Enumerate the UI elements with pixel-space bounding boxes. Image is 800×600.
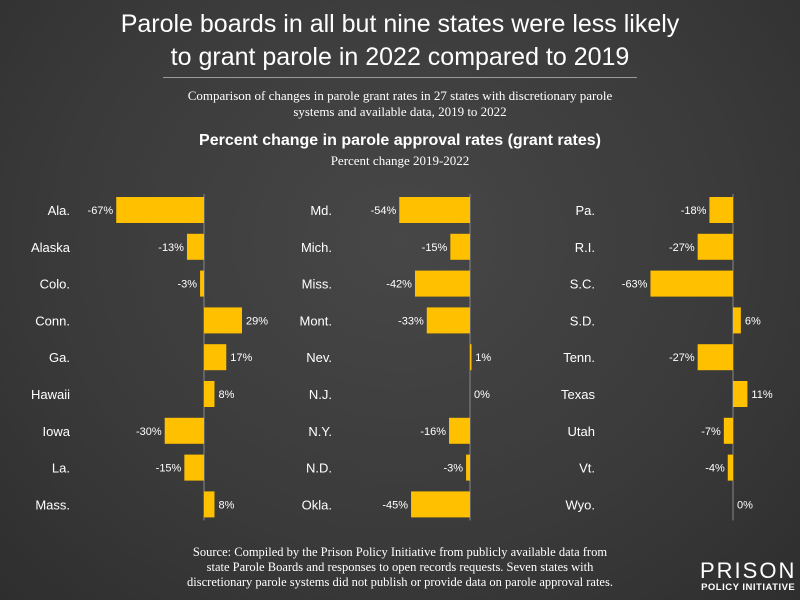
logo-line-2: POLICY INITIATIVE <box>701 582 796 593</box>
data-label: 29% <box>246 315 268 327</box>
category-label: N.Y. <box>308 424 332 439</box>
title-divider <box>163 77 637 78</box>
data-label: -7% <box>701 426 721 438</box>
bar <box>733 307 741 334</box>
data-label: -33% <box>398 315 424 327</box>
category-label: Nev. <box>306 350 332 365</box>
bar <box>186 233 204 260</box>
bar <box>733 381 748 407</box>
bar <box>204 307 242 334</box>
category-label: N.D. <box>306 461 332 476</box>
data-label: -13% <box>158 242 184 254</box>
category-label: Ala. <box>48 203 70 218</box>
data-label: -63% <box>622 279 648 291</box>
data-label: -30% <box>136 426 162 438</box>
bar <box>466 454 470 481</box>
bar <box>449 417 470 444</box>
bar <box>450 233 470 260</box>
category-label: Okla. <box>302 497 332 512</box>
bar <box>184 454 204 481</box>
category-label: Tenn. <box>563 350 595 365</box>
category-label: Mont. <box>299 313 332 328</box>
data-label: -15% <box>422 242 448 254</box>
data-label: 1% <box>475 352 491 364</box>
data-label: -45% <box>382 499 408 511</box>
category-label: Mass. <box>35 497 70 512</box>
subtitle-line-1: Comparison of changes in parole grant ra… <box>187 88 613 103</box>
data-label: -3% <box>178 279 198 291</box>
data-label: 0% <box>474 389 490 401</box>
bar <box>650 270 733 297</box>
data-label: 8% <box>218 499 234 511</box>
bar <box>116 197 204 223</box>
title-line-1: Parole boards in all but nine states wer… <box>120 10 680 38</box>
source-line-3: discretionary parole systems did not pub… <box>187 575 613 589</box>
data-label: 11% <box>751 389 772 401</box>
category-label: Conn. <box>35 313 70 328</box>
data-label: -15% <box>156 463 182 475</box>
data-label: -67% <box>88 205 114 217</box>
category-label: Colo. <box>40 277 70 292</box>
data-label: 8% <box>218 389 234 401</box>
bar <box>204 381 215 407</box>
category-label: Mich. <box>301 240 332 255</box>
data-label: -27% <box>669 242 695 254</box>
category-label: Texas <box>561 387 595 402</box>
data-label: -27% <box>669 352 695 364</box>
logo-line-1: PRISON <box>700 558 797 583</box>
category-label: Ga. <box>49 350 70 365</box>
bar <box>204 344 227 371</box>
category-label: Vt. <box>579 461 595 476</box>
data-label: 17% <box>230 352 252 364</box>
bar <box>414 270 470 297</box>
category-label: Md. <box>310 203 332 218</box>
data-label: 0% <box>737 499 753 511</box>
bar <box>709 197 733 223</box>
bar <box>697 344 733 371</box>
category-label: Miss. <box>302 277 332 292</box>
bar <box>470 344 472 371</box>
data-label: -18% <box>681 205 707 217</box>
subtitle: Comparison of changes in parole grant ra… <box>160 88 640 120</box>
source-line-2: state Parole Boards and responses to ope… <box>206 560 594 574</box>
category-label: S.C. <box>570 277 595 292</box>
source-line-1: Source: Compiled by the Prison Policy In… <box>192 545 608 559</box>
data-label: -4% <box>705 463 725 475</box>
bar <box>727 454 733 481</box>
category-label: Hawaii <box>31 387 70 402</box>
bar <box>697 233 733 260</box>
source-note: Source: Compiled by the Prison Policy In… <box>140 545 660 590</box>
data-label: -42% <box>386 279 412 291</box>
bar <box>399 197 470 223</box>
data-label: -54% <box>371 205 397 217</box>
category-label: Iowa <box>43 424 71 439</box>
bar <box>723 417 733 444</box>
data-label: 6% <box>745 315 761 327</box>
category-label: Wyo. <box>566 497 596 512</box>
category-label: Pa. <box>575 203 595 218</box>
category-label: La. <box>52 461 70 476</box>
data-label: -3% <box>444 463 464 475</box>
category-label: S.D. <box>570 313 595 328</box>
bar <box>426 307 470 334</box>
category-label: N.J. <box>309 387 332 402</box>
prison-policy-initiative-logo: PRISON POLICY INITIATIVE <box>700 558 797 594</box>
bar <box>411 491 470 518</box>
data-label: -16% <box>420 426 446 438</box>
main-title: Parole boards in all but nine states wer… <box>0 8 800 74</box>
category-label: R.I. <box>575 240 595 255</box>
subtitle-line-2: systems and available data, 2019 to 2022 <box>293 104 507 119</box>
category-label: Utah <box>568 424 595 439</box>
title-line-2: to grant parole in 2022 compared to 2019 <box>170 43 630 71</box>
chart-title: Percent change in parole approval rates … <box>199 132 601 149</box>
bar <box>164 417 204 444</box>
chart-subtitle: Percent change 2019-2022 <box>330 153 470 168</box>
bar <box>200 270 204 297</box>
category-label: Alaska <box>31 240 71 255</box>
bar <box>204 491 215 518</box>
